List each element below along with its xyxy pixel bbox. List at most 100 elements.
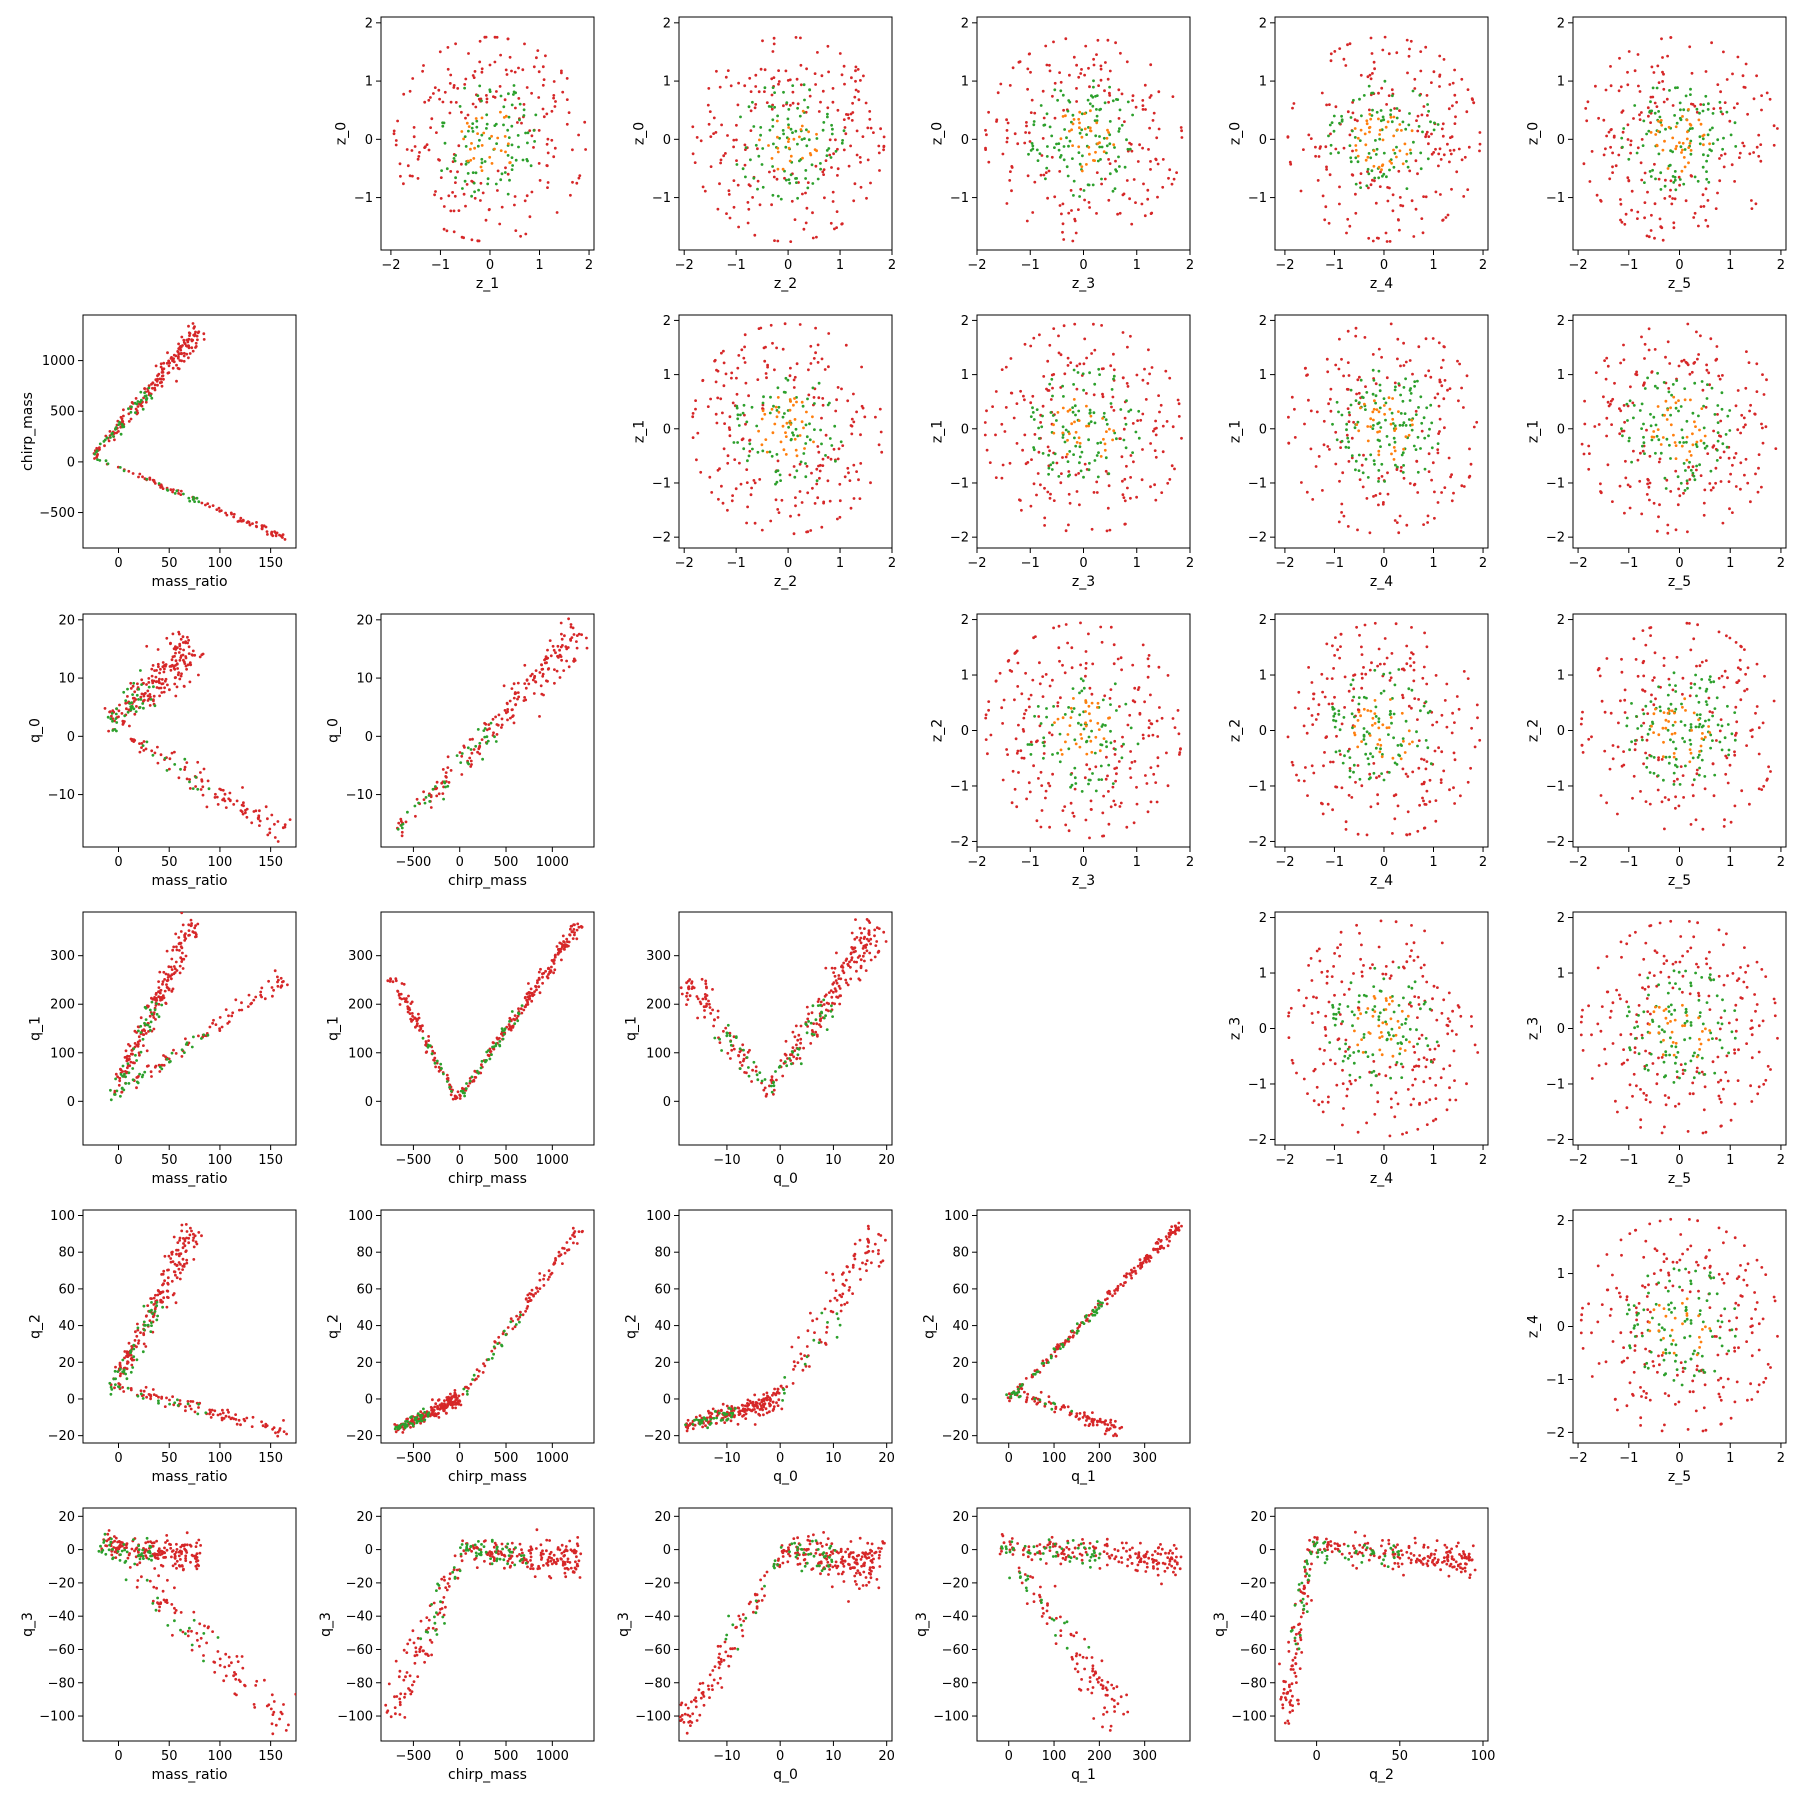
scatter-point (796, 196, 799, 200)
scatter-point (1631, 401, 1635, 405)
scatter-point (1702, 153, 1705, 157)
scatter-point (699, 139, 703, 143)
scatter-point (1031, 144, 1035, 148)
scatter-point (476, 94, 480, 97)
scatter-point (1099, 455, 1103, 458)
scatter-point (823, 368, 827, 371)
scatter-point (463, 86, 466, 90)
scatter-point (1093, 119, 1097, 122)
scatter-point (1650, 109, 1654, 113)
scatter-point (1356, 160, 1360, 164)
scatter-point (1004, 406, 1008, 409)
scatter-point (1728, 507, 1731, 511)
scatter-point (456, 87, 460, 90)
scatter-point (500, 717, 504, 721)
scatter-point (772, 142, 775, 146)
scatter-point (1095, 121, 1099, 125)
scatter-point (1409, 392, 1413, 395)
scatter-point (1150, 366, 1154, 369)
scatter-point (865, 196, 868, 200)
scatter-point (695, 136, 699, 139)
scatter-point (1689, 139, 1693, 143)
scatter-point (1048, 343, 1052, 347)
scatter-point (743, 333, 747, 337)
scatter-point (1005, 140, 1009, 144)
scatter-point (812, 396, 816, 399)
scatter-point (1761, 441, 1765, 445)
scatter-point (1455, 100, 1458, 104)
scatter-point (1052, 431, 1056, 435)
scatter-point (1385, 435, 1389, 438)
scatter-point (478, 752, 482, 756)
scatter-point (1704, 405, 1708, 409)
scatter-point (1049, 398, 1053, 401)
scatter-point (1048, 684, 1052, 688)
scatter-point (185, 777, 189, 781)
scatter-point (1413, 77, 1417, 81)
scatter-point (281, 533, 285, 536)
scatter-point (1311, 723, 1315, 726)
scatter-point (486, 739, 490, 743)
scatter-point (1435, 720, 1439, 724)
scatter-point (1375, 147, 1379, 151)
scatter-point (1084, 724, 1088, 728)
scatter-point (772, 404, 775, 408)
scatter-point (1377, 480, 1380, 483)
scatter-point (822, 168, 826, 172)
scatter-point (1152, 772, 1156, 776)
scatter-point (460, 754, 464, 758)
scatter-point (1128, 713, 1132, 717)
scatter-point (1362, 94, 1366, 97)
scatter-point (483, 735, 487, 739)
scatter-point (735, 404, 739, 408)
scatter-point (1725, 78, 1729, 81)
scatter-point (1047, 169, 1051, 173)
scatter-point (218, 509, 222, 513)
scatter-point (789, 240, 793, 244)
scatter-point (1092, 393, 1096, 397)
scatter-point (493, 147, 496, 151)
scatter-point (144, 691, 147, 695)
scatter-point (413, 145, 417, 148)
scatter-point (709, 165, 713, 169)
scatter-point (1178, 753, 1181, 756)
scatter-point (1396, 128, 1399, 132)
scatter-point (744, 175, 747, 179)
scatter-point (1320, 672, 1324, 676)
x-tick-label: −2 (967, 556, 986, 571)
scatter-point (787, 137, 791, 141)
scatter-point (738, 461, 741, 465)
scatter-point (1029, 504, 1033, 508)
scatter-point (1411, 372, 1414, 376)
scatter-point (987, 700, 991, 703)
scatter-point (1325, 642, 1329, 646)
scatter-point (1125, 60, 1129, 64)
scatter-point (1413, 384, 1416, 388)
scatter-point (1405, 159, 1408, 163)
scatter-point (417, 801, 420, 805)
scatter-point (1322, 419, 1326, 423)
scatter-point (830, 444, 834, 447)
scatter-point (819, 162, 822, 165)
scatter-point (1061, 222, 1065, 226)
scatter-point (1682, 182, 1686, 186)
scatter-point (1398, 423, 1402, 427)
scatter-point (1137, 436, 1141, 440)
scatter-point (1416, 491, 1420, 494)
scatter-point (1016, 749, 1020, 753)
scatter-point (502, 105, 506, 109)
scatter-point (836, 174, 839, 177)
scatter-point (1382, 404, 1386, 407)
scatter-point (1669, 413, 1672, 417)
scatter-point (857, 478, 860, 482)
scatter-point (821, 89, 825, 93)
scatter-point (1090, 352, 1093, 355)
scatter-point (717, 497, 720, 501)
scatter-point (1119, 656, 1123, 660)
scatter-point (853, 95, 857, 99)
scatter-point (832, 152, 835, 156)
scatter-point (858, 156, 862, 159)
scatter-point (998, 671, 1002, 675)
scatter-point (771, 118, 775, 122)
scatter-point (1681, 115, 1684, 118)
